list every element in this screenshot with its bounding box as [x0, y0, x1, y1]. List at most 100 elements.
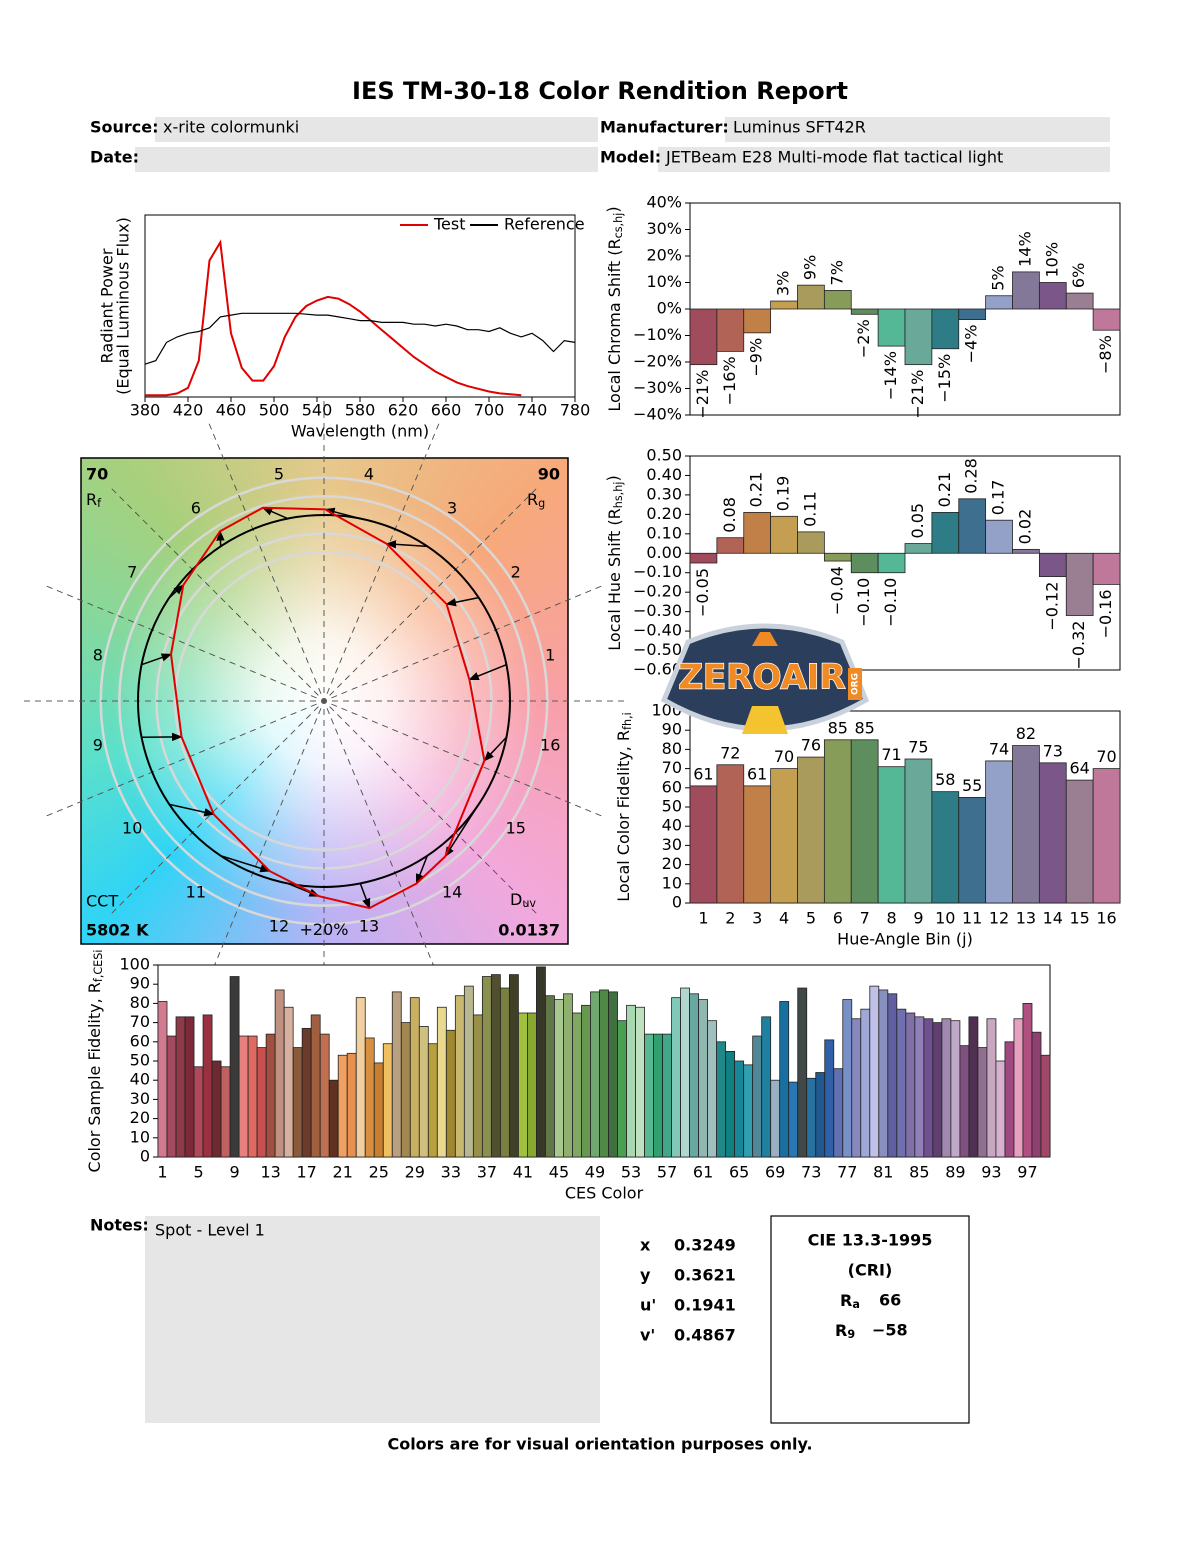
data-label: −0.10 — [881, 578, 900, 627]
y-tick-label: −0.20 — [633, 582, 682, 601]
bar — [797, 756, 825, 904]
data-label: −15% — [935, 354, 954, 403]
r9-value: −58 — [872, 1321, 908, 1340]
y-tick-label: −0.40 — [633, 621, 682, 640]
x-tick-label: 14 — [1043, 909, 1063, 928]
x-tick-label: 2 — [725, 909, 735, 928]
x-tick-label: 77 — [837, 1163, 857, 1182]
data-label: 85 — [855, 718, 875, 737]
y-tick-label: 0.20 — [646, 504, 682, 523]
bar — [229, 976, 240, 1158]
bar — [463, 985, 474, 1158]
bar — [292, 1047, 303, 1158]
data-label: 64 — [1070, 759, 1090, 778]
bar — [1065, 552, 1094, 616]
y-tick-label: −20% — [633, 352, 682, 371]
rf-label-part: f — [97, 497, 102, 510]
bar — [850, 552, 879, 574]
bar — [904, 543, 933, 554]
bar — [689, 308, 718, 366]
ra-value: 66 — [879, 1291, 901, 1310]
x-tick-label: 9 — [913, 909, 923, 928]
coord-value: 0.4867 — [674, 1326, 736, 1345]
y-tick-label: 0.50 — [646, 446, 682, 465]
shift-arrow — [168, 584, 185, 599]
shift-arrow — [220, 854, 271, 873]
bar — [301, 1027, 312, 1158]
bin-label: 15 — [506, 819, 526, 838]
bar — [1012, 271, 1040, 310]
x-tick-label: 420 — [173, 401, 204, 420]
x-tick-label: 11 — [962, 909, 982, 928]
x-tick-label: 13 — [260, 1163, 280, 1182]
bar — [1065, 779, 1094, 904]
bar — [833, 1068, 844, 1158]
x-tick-label: 53 — [621, 1163, 641, 1182]
x-tick-label: 13 — [1016, 909, 1036, 928]
x-tick-label: 57 — [657, 1163, 677, 1182]
x-axis-label: CES Color — [565, 1184, 644, 1203]
bar — [400, 1022, 411, 1158]
bar — [770, 515, 798, 554]
x-tick-label: 45 — [549, 1163, 569, 1182]
bar — [985, 519, 1013, 554]
bar — [986, 1018, 997, 1158]
data-label: −16% — [720, 356, 739, 405]
bar — [959, 1045, 970, 1158]
data-label: 9% — [800, 255, 819, 280]
duv-label-part: uv — [522, 897, 536, 910]
x-tick-label: 500 — [259, 401, 290, 420]
coord-value: 0.1941 — [674, 1296, 736, 1315]
y-tick-label: 30 — [130, 1089, 150, 1108]
ring-label: +20% — [300, 920, 349, 939]
x-tick-label: 93 — [981, 1163, 1001, 1182]
bar — [743, 785, 772, 904]
field-label: Source: — [90, 118, 159, 137]
logo-icon — [752, 632, 778, 646]
coord-label: u' — [640, 1296, 656, 1315]
bar — [842, 999, 853, 1158]
bar — [256, 1047, 267, 1158]
y-tick-label: 40 — [130, 1070, 150, 1089]
x-tick-label: 380 — [130, 401, 161, 420]
rf-label-part: R — [86, 490, 97, 509]
cct-value: 5802 K — [86, 921, 149, 940]
bar — [508, 974, 519, 1158]
x-tick-label: 5 — [193, 1163, 203, 1182]
y-axis-label-part: Color Sample Fidelity, R — [85, 982, 104, 1172]
y-tick-label: 30 — [662, 835, 682, 854]
y-tick-label: 0.40 — [646, 465, 682, 484]
x-tick-label: 7 — [860, 909, 870, 928]
data-label: 85 — [828, 718, 848, 737]
x-tick-label: 85 — [909, 1163, 929, 1182]
field-value: x-rite colormunki — [163, 118, 299, 137]
field-label: Model: — [600, 148, 661, 167]
y-axis-label-part: ) — [603, 206, 622, 212]
bar — [896, 1008, 907, 1158]
bar — [877, 552, 906, 574]
bar — [689, 552, 718, 564]
x-tick-label: 17 — [296, 1163, 316, 1182]
x-tick-label: 540 — [302, 401, 333, 420]
axes-frame — [144, 214, 576, 398]
bar — [932, 1022, 943, 1158]
bar — [635, 1006, 645, 1158]
bin-label: 16 — [540, 735, 560, 754]
bar — [914, 1016, 925, 1158]
bar — [382, 1043, 393, 1158]
data-label: −21% — [908, 370, 927, 419]
bin-label: 4 — [364, 464, 374, 483]
bar — [797, 284, 825, 310]
bin-boundary — [46, 585, 602, 817]
bar — [328, 1079, 339, 1158]
coord-label: x — [640, 1236, 651, 1255]
bar — [454, 995, 465, 1158]
x-tick-label: 12 — [989, 909, 1009, 928]
y-tick-label: 0% — [657, 299, 682, 318]
field-box — [658, 147, 1110, 172]
y-axis-label-part: Local Hue Shift (R — [605, 508, 624, 650]
bar — [689, 993, 700, 1158]
data-label: −9% — [747, 338, 766, 377]
data-label: −14% — [881, 351, 900, 400]
bar — [904, 308, 933, 366]
